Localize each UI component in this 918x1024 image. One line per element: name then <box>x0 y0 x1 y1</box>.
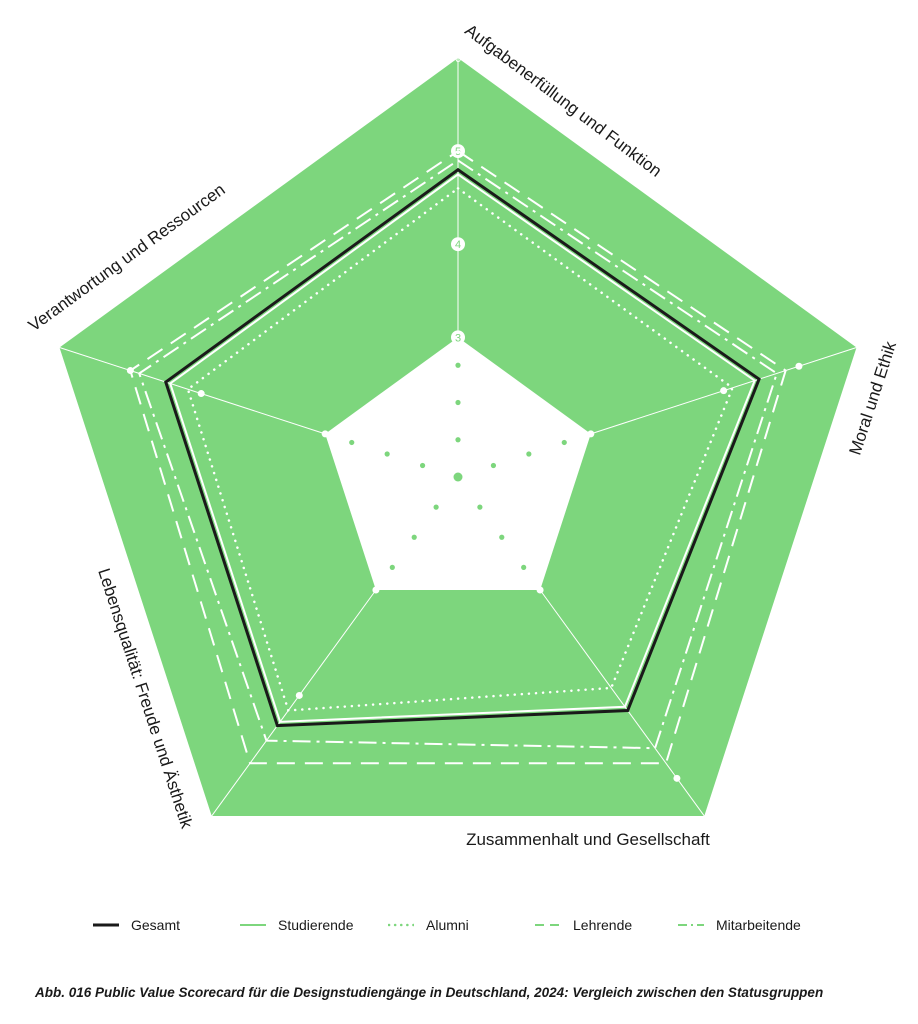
figure-caption: Abb. 016 Public Value Scorecard für die … <box>35 985 824 1000</box>
center-dot <box>411 534 417 540</box>
center-dot <box>521 564 527 570</box>
center-dot <box>499 534 505 540</box>
tick-label: 6 <box>455 53 461 65</box>
spoke-marker <box>720 387 728 395</box>
spoke-marker <box>587 430 595 438</box>
tick-label: 4 <box>455 239 461 251</box>
spoke-marker <box>295 691 303 699</box>
center-dot <box>433 504 439 510</box>
legend-item-studierende: Studierende <box>240 905 354 945</box>
legend-label: Gesamt <box>131 917 181 933</box>
axis-spoke <box>211 589 377 817</box>
series-line-lehrende <box>129 149 787 765</box>
axis-label: Zusammenhalt und Gesellschaft <box>466 830 710 849</box>
legend-item-lehrende: Lehrende <box>535 905 632 945</box>
spoke-marker <box>372 586 380 594</box>
series-line-alumni <box>186 186 735 712</box>
center-dot <box>526 451 532 457</box>
axis-spoke <box>59 347 326 435</box>
center-dot <box>349 439 355 446</box>
series-line-mitarbeitende <box>138 159 778 750</box>
legend-label: Mitarbeitende <box>716 917 801 933</box>
series-line-studierende <box>169 173 756 723</box>
center-dot <box>455 362 461 368</box>
tick-badge <box>451 330 465 345</box>
center-dot <box>477 504 483 510</box>
legend-item-mitarbeitende: Mitarbeitende <box>678 905 801 945</box>
spoke-marker <box>673 774 681 782</box>
center-dot <box>389 564 395 570</box>
spoke-marker <box>536 586 544 594</box>
legend: Gesamt Studierende Alumni Lehrende Mitar… <box>0 905 918 945</box>
legend-item-gesamt: Gesamt <box>93 905 180 945</box>
tick-label: 3 <box>455 332 461 344</box>
center-dot <box>455 437 461 443</box>
series-line-gesamt <box>164 167 761 728</box>
center-dot <box>384 451 390 457</box>
center-dot <box>453 472 463 482</box>
legend-label: Studierende <box>278 917 354 933</box>
tick-badge <box>451 237 465 252</box>
legend-label: Alumni <box>426 917 469 933</box>
radar-center-area <box>325 337 591 590</box>
center-dot <box>561 439 567 446</box>
center-dot <box>455 399 461 406</box>
legend-item-alumni: Alumni <box>388 905 469 945</box>
center-dot <box>490 462 497 469</box>
center-dot <box>419 462 426 469</box>
legend-label: Lehrende <box>573 917 633 933</box>
axis-label: Moral und Ethik <box>845 339 900 458</box>
spoke-marker <box>321 430 329 438</box>
spoke-marker <box>197 390 205 398</box>
spoke-marker <box>795 362 803 370</box>
